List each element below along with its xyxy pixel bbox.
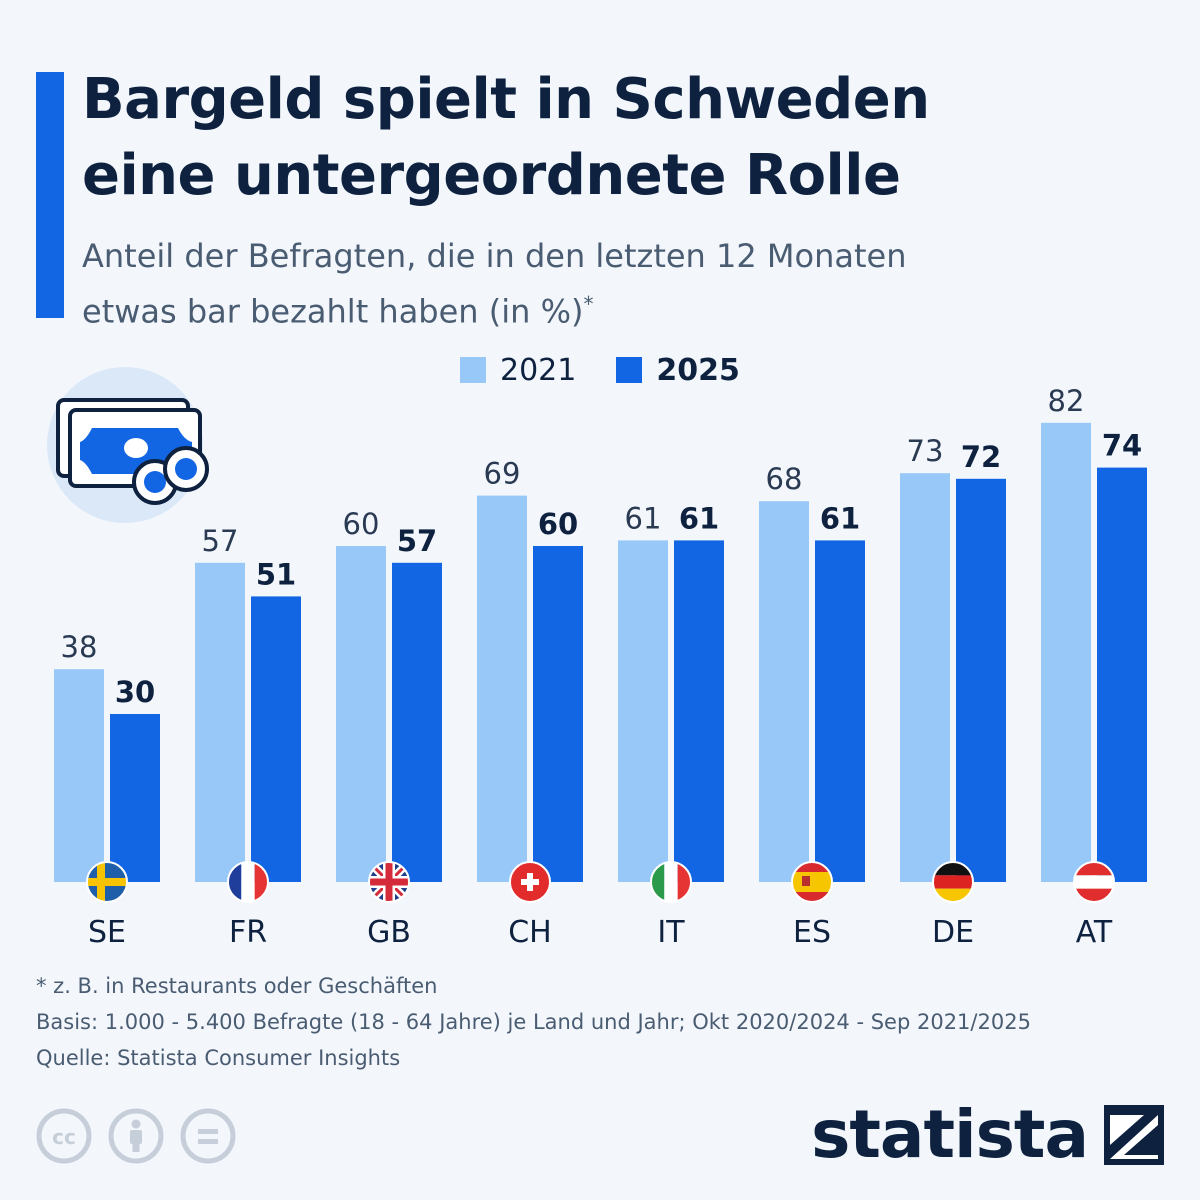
- value-label-2025-gb: 57: [397, 524, 437, 558]
- flag-sweden-icon: [86, 861, 128, 903]
- footnote-note: * z. B. in Restaurants oder Geschäften: [36, 974, 438, 998]
- page-subtitle: Anteil der Befragten, die in den letzten…: [82, 232, 1162, 336]
- category-label-fr: FR: [229, 915, 267, 950]
- bar-2021-fr: [195, 562, 245, 882]
- value-label-2025-at: 74: [1102, 429, 1142, 463]
- flag-spain-icon: [791, 861, 833, 903]
- category-label-at: AT: [1076, 915, 1113, 950]
- subtitle-line-2: etwas bar bezahlt haben (in %)*: [82, 280, 1162, 336]
- category-label-gb: GB: [367, 915, 411, 950]
- value-label-2025-se: 30: [115, 675, 155, 709]
- category-label-ch: CH: [508, 915, 552, 950]
- flag-austria-icon: [1073, 861, 1115, 903]
- category-label-de: DE: [932, 915, 974, 950]
- value-label-2025-ch: 60: [538, 507, 578, 541]
- value-label-2025-es: 61: [820, 501, 860, 535]
- bar-2025-fr: [251, 596, 301, 882]
- license-icons: cc: [36, 1108, 252, 1164]
- value-label-2021-ch: 69: [484, 457, 521, 491]
- value-label-2021-es: 68: [766, 462, 803, 496]
- subtitle-line-2-text: etwas bar bezahlt haben (in %): [82, 292, 584, 331]
- category-label-se: SE: [88, 915, 126, 950]
- accent-bar: [36, 72, 64, 318]
- footnote-source: Quelle: Statista Consumer Insights: [36, 1046, 401, 1070]
- brand: statista: [811, 1096, 1164, 1173]
- creative-commons-icon[interactable]: cc: [36, 1108, 92, 1164]
- subtitle-line-1: Anteil der Befragten, die in den letzten…: [82, 237, 907, 275]
- category-labels: SE FR GB CH IT ES DE AT: [88, 915, 1113, 950]
- legend-item-2025: 2025: [616, 353, 740, 388]
- value-label-2025-it: 61: [679, 501, 719, 535]
- page-title: Bargeld spielt in Schweden eine untergeo…: [82, 62, 1162, 214]
- value-label-2025-fr: 51: [256, 557, 296, 591]
- legend-label-2021: 2021: [500, 352, 577, 388]
- flag-uk-icon: [368, 861, 410, 903]
- legend-swatch-2025: [616, 357, 643, 383]
- attribution-icon[interactable]: [108, 1108, 164, 1164]
- bar-2025-se: [110, 714, 160, 882]
- value-label-2021-at: 82: [1048, 384, 1085, 418]
- subtitle-footnote-mark: *: [583, 292, 594, 316]
- legend-item-2021: 2021: [460, 353, 576, 388]
- cash-money-icon: [47, 367, 209, 523]
- value-label-2025-de: 72: [961, 440, 1001, 474]
- bar-2021-es: [759, 501, 809, 882]
- legend-label-2025: 2025: [656, 352, 740, 388]
- no-derivatives-icon[interactable]: [180, 1108, 236, 1164]
- chart-legend: 2021 2025: [460, 348, 780, 392]
- flag-switzerland-icon: [509, 861, 551, 903]
- bar-2025-it: [674, 540, 724, 882]
- flag-germany-icon: [932, 861, 974, 903]
- svg-text:cc: cc: [52, 1125, 76, 1149]
- title-line-2: eine untergeordnete Rolle: [82, 143, 901, 208]
- series-2025-bars: [110, 467, 1147, 882]
- bar-2025-at: [1097, 467, 1147, 882]
- bar-2025-ch: [533, 546, 583, 882]
- category-label-it: IT: [657, 915, 685, 950]
- flag-italy-icon: [650, 861, 692, 903]
- value-label-2021-fr: 57: [202, 524, 239, 558]
- brand-name: statista: [811, 1096, 1089, 1173]
- value-label-2021-gb: 60: [343, 507, 380, 541]
- country-flags: [86, 861, 1115, 903]
- statista-logo-icon: [1104, 1104, 1164, 1165]
- footnote-basis: Basis: 1.000 - 5.400 Befragte (18 - 64 J…: [36, 1010, 1031, 1034]
- footnotes: * z. B. in Restaurants oder Geschäften B…: [36, 968, 1031, 1076]
- value-label-2021-de: 73: [907, 434, 944, 468]
- value-label-2021-it: 61: [625, 501, 662, 535]
- bar-2021-ch: [477, 495, 527, 882]
- value-label-2021-se: 38: [61, 630, 98, 664]
- value-labels: 38 30 57 51 60 57 69 60 61 61 68 61 73 72 82 74: [61, 384, 1143, 709]
- bar-2025-gb: [392, 562, 442, 882]
- bar-2021-gb: [336, 546, 386, 882]
- bar-2021-se: [54, 669, 104, 882]
- bar-2025-de: [956, 478, 1006, 882]
- category-label-es: ES: [793, 915, 831, 950]
- bar-2025-es: [815, 540, 865, 882]
- legend-swatch-2021: [460, 357, 486, 383]
- bar-2021-it: [618, 540, 668, 882]
- bar-2021-de: [900, 473, 950, 882]
- flag-france-icon: [227, 861, 269, 903]
- bar-2021-at: [1041, 422, 1091, 882]
- series-2021-bars: [54, 422, 1091, 882]
- title-line-1: Bargeld spielt in Schweden: [82, 67, 930, 132]
